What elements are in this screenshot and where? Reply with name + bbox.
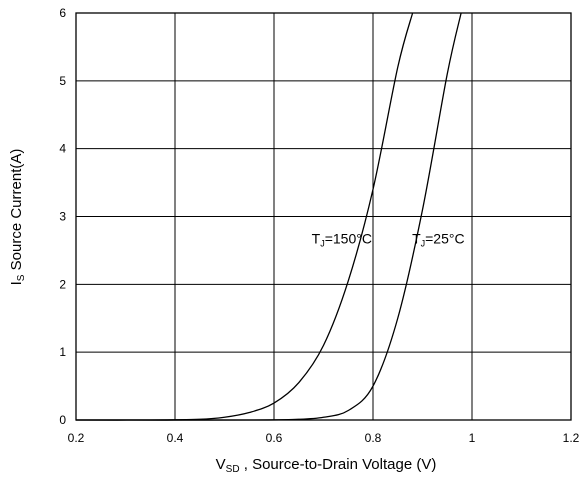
curve-label-1: TJ=25°C: [412, 231, 465, 249]
x-tick-label: 1.2: [563, 431, 580, 445]
tick-labels: 0.2 0.4 0.6 0.8 1 1.2 0 1 2 3 4 5 6: [59, 6, 579, 445]
x-tick-label: 0.2: [68, 431, 85, 445]
x-tick-label: 0.8: [365, 431, 382, 445]
grid-lines: [76, 13, 571, 420]
curve-annotations: TJ=150°C TJ=25°C: [312, 231, 465, 249]
y-axis-label: IS Source Current(A): [8, 149, 27, 286]
x-tick-label: 0.6: [266, 431, 283, 445]
curve-label-0: TJ=150°C: [312, 231, 372, 249]
y-tick-label: 2: [59, 277, 66, 291]
x-tick-label: 0.4: [167, 431, 184, 445]
y-tick-label: 6: [59, 6, 66, 20]
y-tick-label: 0: [59, 413, 66, 427]
y-tick-label: 1: [59, 345, 66, 359]
y-tick-label: 5: [59, 74, 66, 88]
y-tick-label: 4: [59, 142, 66, 156]
y-tick-label: 3: [59, 210, 66, 224]
x-axis-label: VSD , Source-to-Drain Voltage (V): [216, 456, 437, 475]
x-tick-label: 1: [469, 431, 476, 445]
